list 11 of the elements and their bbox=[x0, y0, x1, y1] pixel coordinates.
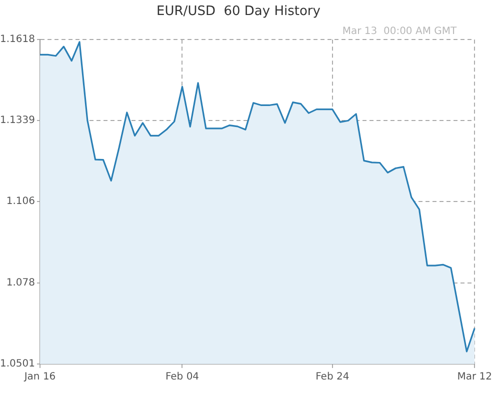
y-tick-label: 1.1339 bbox=[0, 115, 35, 126]
text: Mar 13 00:00 AM GMT bbox=[342, 26, 458, 38]
y-tick-label: 1.1618 bbox=[0, 34, 35, 46]
x-tick-label: Jan 16 bbox=[23, 372, 56, 383]
y-tick-label: 1.078 bbox=[6, 278, 35, 289]
y-tick-label: 1.106 bbox=[6, 196, 35, 208]
chart-title: EUR/USD 60 Day History bbox=[156, 4, 321, 20]
x-tick-label: Feb 24 bbox=[316, 372, 350, 383]
y-tick-label: 1.0501 bbox=[0, 358, 35, 370]
x-tick-label: Mar 12 bbox=[457, 372, 492, 383]
x-tick-label: Feb 04 bbox=[165, 372, 200, 383]
